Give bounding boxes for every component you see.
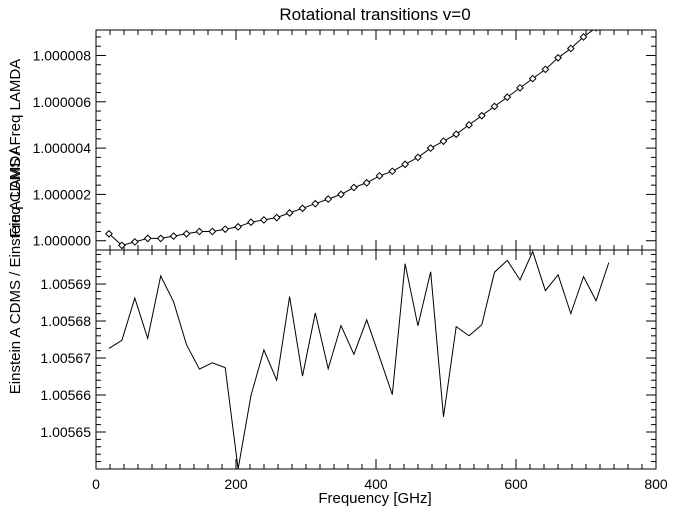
data-point-top [156,234,165,243]
x-tick-label: 800 [644,476,668,492]
y-tick-label-top: 1.000002 [33,186,92,202]
data-point-top [208,227,217,236]
data-point-top [490,102,499,111]
x-tick-label: 0 [92,476,100,492]
y-tick-label-top: 1.000000 [33,233,92,249]
data-point-top [477,111,486,120]
data-point-top [234,222,243,231]
data-point-top [426,144,435,153]
data-point-top [311,199,320,208]
data-point-top [401,160,410,169]
x-tick-label: 400 [364,476,388,492]
data-point-top [117,241,126,250]
chart-title: Rotational transitions v=0 [279,5,470,24]
y-tick-label-bottom: 1.00567 [40,350,91,366]
y-tick-label-bottom: 1.00565 [40,424,91,440]
data-point-top [130,237,139,246]
data-point-top [105,229,113,238]
plot-layer: 1.000000 1.000002 1.000004 1.000006 1.000008… [33,29,668,492]
series-line-bottom [108,250,610,469]
data-point-top [285,209,294,217]
data-point-top [169,232,178,241]
data-point-top [182,229,191,238]
y-tick-label-bottom: 1.00568 [40,313,91,329]
y-tick-label-top: 1.000004 [33,140,92,156]
data-point-top [541,65,550,74]
y-tick-label-top: 1.000006 [33,94,92,110]
data-point-top [298,204,307,213]
data-point-top [465,121,473,129]
y-axis-title-top-group: Freq CDMS / Freq LAMDA [7,59,24,237]
data-point-top [439,137,448,146]
data-point-top [362,178,371,187]
data-point-top [259,215,268,224]
y-tick-label-bottom: 1.00566 [40,387,91,403]
data-point-top [247,218,255,227]
data-point-top [349,183,358,192]
data-point-top [337,190,345,199]
series-line-top [108,30,594,246]
data-point-top [579,33,588,41]
x-tick-label: 600 [504,476,528,492]
x-tick-label: 200 [224,476,248,492]
data-point-top [503,93,512,102]
plot-frame-top [95,29,657,251]
y-tick-label-top: 1.000008 [33,47,92,63]
data-point-top [528,74,537,83]
y-axis-title-top: Freq CDMS / Freq LAMDA [7,59,24,237]
data-point-top [221,225,230,234]
data-point-top [143,234,152,243]
y-axis-title-bottom: Einstein A CDMS / Einstein A LAMDA [7,146,24,394]
plot-frame-bottom [95,249,657,470]
data-point-top [195,227,204,236]
data-point-top [272,213,281,222]
data-point-top [324,195,333,203]
data-point-top [452,130,461,139]
data-point-top [388,167,397,176]
data-point-top [516,83,524,92]
data-point-top [594,30,598,32]
data-point-top [566,44,575,53]
y-tick-label-bottom: 1.00569 [40,276,91,292]
data-point-top [414,153,422,162]
data-point-top [375,171,384,180]
x-axis-title: Frequency [GHz] [318,490,431,507]
data-point-top [554,53,562,62]
